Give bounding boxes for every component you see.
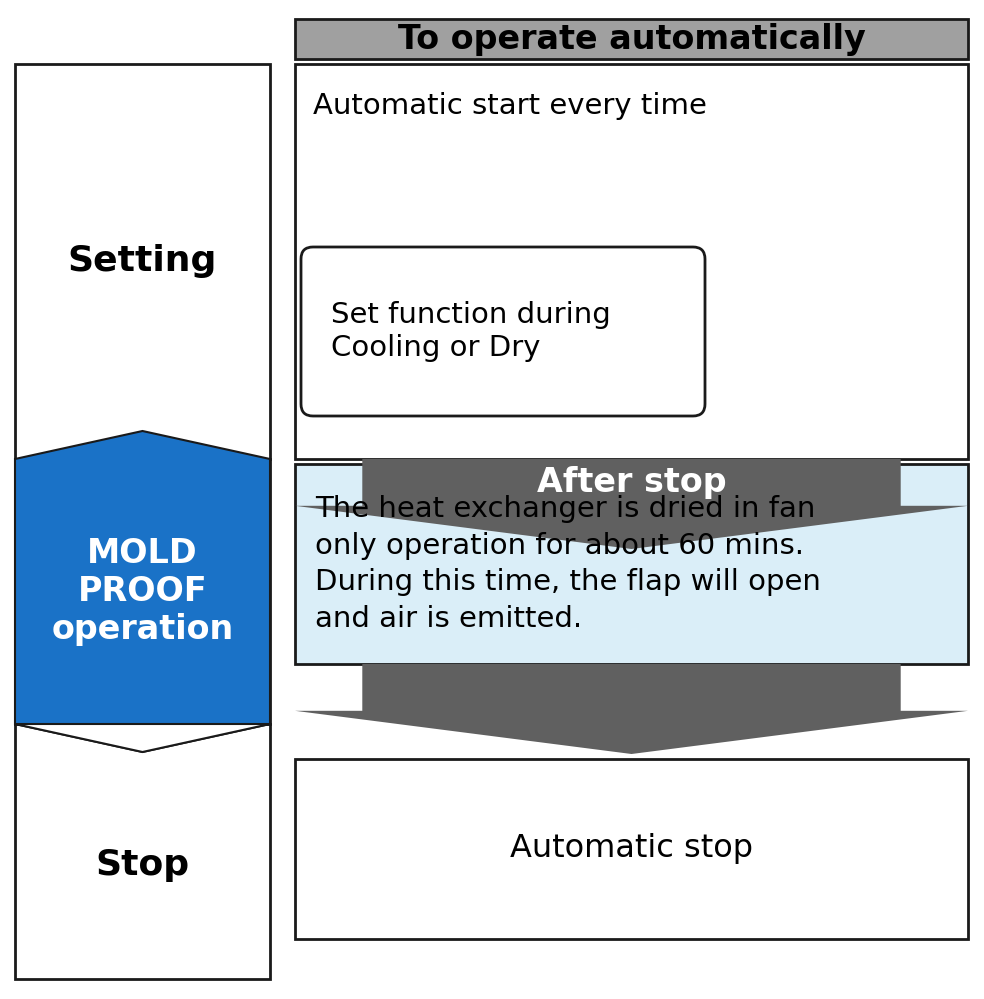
Text: After stop: After stop [536, 466, 726, 499]
Text: To operate automatically: To operate automatically [398, 23, 865, 56]
Text: Stop: Stop [95, 848, 190, 882]
Bar [15, 724, 270, 979]
FancyBboxPatch shape [301, 247, 705, 416]
Polygon shape [15, 724, 270, 752]
Text: Automatic start every time: Automatic start every time [313, 92, 707, 120]
Polygon shape [295, 459, 968, 549]
Text: The heat exchanger is dried in fan
only operation for about 60 mins.
During this: The heat exchanger is dried in fan only … [315, 495, 821, 633]
Bar [15, 64, 270, 459]
Bar [295, 759, 968, 939]
Text: Set function during
Cooling or Dry: Set function during Cooling or Dry [331, 302, 611, 362]
Text: MOLD
PROOF
operation: MOLD PROOF operation [51, 536, 233, 646]
Bar [295, 64, 968, 459]
Polygon shape [15, 431, 270, 752]
Bar [15, 459, 270, 724]
Bar [295, 464, 968, 664]
Text: Setting: Setting [68, 245, 217, 279]
Text: Automatic stop: Automatic stop [510, 833, 753, 864]
Polygon shape [295, 664, 968, 754]
Bar [295, 19, 968, 59]
